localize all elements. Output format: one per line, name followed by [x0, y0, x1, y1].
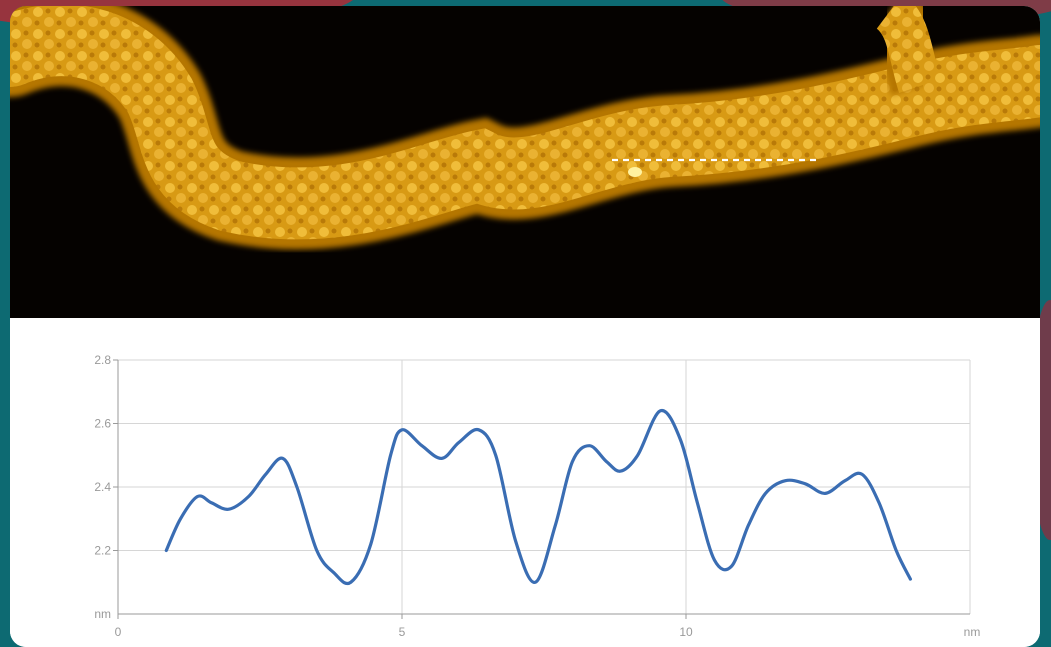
series-line [164, 409, 912, 586]
x-unit-label: nm [964, 625, 981, 639]
y-tick-label: 2.2 [94, 544, 111, 558]
chart-axes [113, 359, 970, 619]
x-tick-label: 10 [679, 625, 693, 639]
y-tick-label: 2.6 [94, 417, 111, 431]
chart-grid [118, 359, 971, 614]
dna-origami-strand [10, 6, 1040, 250]
x-tick-label: 0 [115, 625, 122, 639]
afm-height-image [10, 6, 1040, 318]
chart-tick-labels: 2.2 2.4 2.6 2.8 0 5 10 nm nm [94, 353, 980, 639]
y-unit-label: nm [94, 607, 111, 621]
y-tick-label: 2.4 [94, 480, 111, 494]
figure-panel: 2.2 2.4 2.6 2.8 0 5 10 nm nm [10, 6, 1040, 647]
chart-background [10, 318, 1040, 647]
height-profile-chart: 2.2 2.4 2.6 2.8 0 5 10 nm nm [10, 318, 1040, 647]
x-tick-label: 5 [399, 625, 406, 639]
bright-spot [628, 167, 642, 177]
y-tick-label: 2.8 [94, 353, 111, 367]
